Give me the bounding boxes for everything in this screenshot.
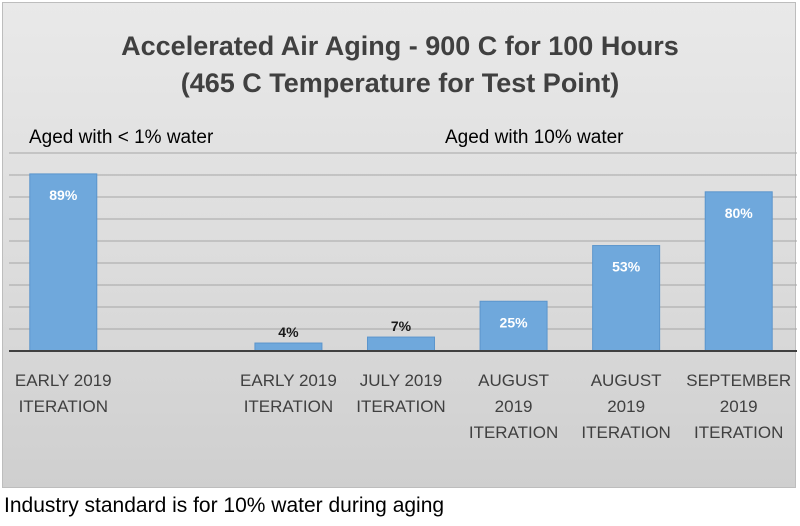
category-label: AUGUST 2019 ITERATION: [581, 371, 670, 442]
category-labels: EARLY 2019 ITERATION EARLY 2019 ITERATION JU…: [15, 371, 791, 442]
gridlines: [9, 152, 797, 330]
bar: [254, 342, 323, 352]
bar-chart: Accelerated Air Aging - 900 C for 100 Ho…: [9, 31, 797, 442]
category-label: SEPTEMBER 2019 ITERATION: [686, 371, 791, 442]
bar: [592, 245, 661, 352]
category-label: AUGUST 2019 ITERATION: [469, 371, 558, 442]
data-labels: 89% 4% 7% 25% 53% 80%: [49, 187, 753, 340]
chart-title-line-1: Accelerated Air Aging - 900 C for 100 Ho…: [121, 31, 679, 61]
footnote: Industry standard is for 10% water durin…: [4, 494, 445, 517]
annotation-high-water: Aged with 10% water: [445, 127, 624, 148]
data-label: 7%: [391, 318, 412, 334]
data-label: 25%: [500, 314, 529, 330]
bar: [704, 191, 773, 352]
category-label: EARLY 2019 ITERATION: [15, 371, 112, 416]
data-label: 4%: [278, 324, 299, 340]
bar: [29, 173, 98, 352]
category-label: EARLY 2019 ITERATION: [240, 371, 337, 416]
category-label: JULY 2019 ITERATION: [356, 371, 445, 416]
bar: [367, 336, 435, 352]
chart-title-line-2: (465 C Temperature for Test Point): [181, 68, 620, 98]
data-label: 89%: [49, 187, 78, 203]
data-label: 53%: [612, 259, 641, 275]
bar: [479, 300, 548, 352]
chart-panel: Accelerated Air Aging - 900 C for 100 Ho…: [2, 2, 797, 488]
bars: [29, 173, 773, 352]
annotation-low-water: Aged with < 1% water: [29, 127, 214, 148]
data-label: 80%: [725, 205, 754, 221]
